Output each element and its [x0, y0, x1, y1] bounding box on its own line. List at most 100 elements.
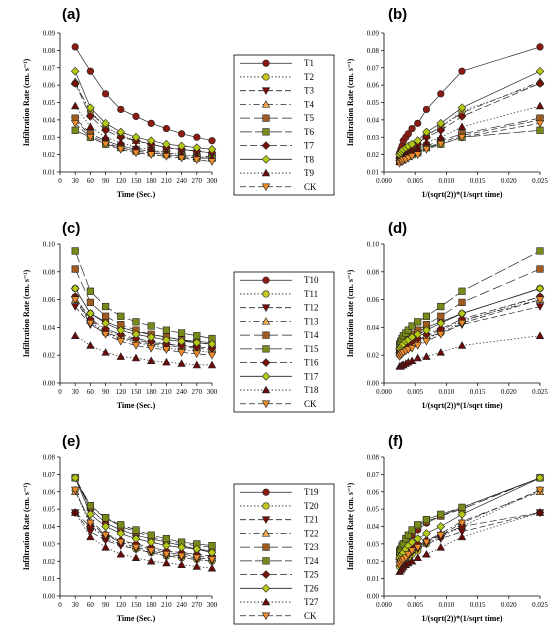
- y-tick-label: 0.06: [43, 488, 56, 496]
- legend-label: T13: [304, 316, 319, 326]
- data-point: [178, 130, 186, 138]
- x-tick-label: 0.020: [501, 177, 517, 185]
- legend: T19 T20 T21 T22 T23 T24 T25 T26 T27 CK: [233, 483, 335, 625]
- legend-label: T22: [304, 528, 319, 538]
- data-point: [535, 486, 545, 495]
- y-tick-label: 0.01: [43, 575, 56, 583]
- series-line: [74, 105, 213, 159]
- data-point: [102, 302, 110, 311]
- legend-label: T7: [304, 141, 314, 151]
- data-point: [116, 529, 126, 538]
- data-point: [536, 247, 544, 255]
- data-point: [102, 312, 110, 320]
- data-point: [422, 538, 431, 547]
- panel-letter: (c): [62, 220, 80, 237]
- x-tick-label: 0: [58, 388, 62, 396]
- legend-marker: [262, 557, 270, 565]
- data-point: [70, 120, 80, 128]
- data-point: [177, 543, 186, 552]
- y-tick-label: 0.08: [367, 454, 380, 462]
- legend-marker: [261, 183, 271, 192]
- data-point: [70, 79, 80, 88]
- x-tick-label: 90: [102, 388, 110, 396]
- data-point: [146, 547, 156, 556]
- data-point: [146, 537, 156, 547]
- data-point: [192, 544, 202, 554]
- series-line: [74, 71, 213, 150]
- legend-marker: [261, 385, 271, 394]
- data-point: [131, 534, 141, 543]
- data-point: [413, 136, 423, 146]
- legend-marker: [262, 276, 270, 284]
- data-point: [193, 133, 201, 141]
- data-point: [101, 348, 110, 356]
- data-point: [147, 119, 155, 127]
- legend-marker: [261, 304, 271, 313]
- y-tick-label: 0.06: [367, 296, 380, 304]
- data-point: [117, 105, 125, 114]
- data-point: [413, 353, 422, 362]
- series-line: [74, 117, 212, 157]
- x-tick-label: 60: [87, 388, 95, 396]
- legend-label: CK: [304, 182, 317, 192]
- legend-label: T14: [304, 330, 319, 340]
- x-tick-label: 180: [146, 601, 157, 609]
- y-tick-label: 0.07: [367, 471, 380, 479]
- data-point: [192, 360, 202, 369]
- data-point: [437, 302, 445, 311]
- legend-marker: [261, 141, 271, 150]
- data-point: [407, 356, 417, 365]
- data-point: [117, 521, 125, 529]
- data-point: [457, 133, 467, 142]
- x-tick-label: 210: [161, 601, 172, 609]
- data-point: [422, 312, 431, 320]
- y-tick-label: 0.03: [43, 134, 56, 142]
- x-tick-label: 240: [176, 601, 187, 609]
- y-tick-label: 0.02: [367, 352, 380, 360]
- data-point: [536, 126, 544, 134]
- data-point: [146, 332, 156, 342]
- data-point: [457, 341, 467, 349]
- x-tick-label: 0.010: [439, 388, 455, 396]
- y-axis-title: Infiltration Rate (cm. s⁻¹): [346, 269, 355, 357]
- y-tick-label: 0.00: [367, 380, 380, 388]
- x-tick-label: 0.015: [470, 388, 486, 396]
- x-tick-label: 0.015: [470, 601, 486, 609]
- x-tick-label: 150: [131, 388, 142, 396]
- data-point: [535, 508, 545, 516]
- y-axis-title: Infiltration Rate (cm. s⁻¹): [22, 269, 31, 357]
- legend-label: T27: [304, 597, 319, 607]
- y-tick-label: 0.05: [43, 99, 56, 107]
- y-tick-label: 0.03: [367, 540, 380, 548]
- data-point: [162, 357, 171, 366]
- data-point: [208, 542, 216, 550]
- data-point: [162, 139, 171, 149]
- x-tick-label: 0.000: [376, 388, 392, 396]
- data-point: [70, 296, 80, 304]
- data-point: [131, 353, 141, 362]
- x-tick-label: 240: [176, 388, 187, 396]
- x-axis-title: Time (Sec.): [117, 401, 156, 410]
- x-tick-label: 90: [102, 601, 110, 609]
- data-point: [458, 298, 466, 306]
- data-point: [192, 338, 202, 348]
- data-point: [458, 503, 466, 511]
- x-tick-label: 30: [72, 601, 80, 609]
- data-point: [147, 531, 155, 539]
- x-tick-label: 0.000: [376, 177, 392, 185]
- data-point: [116, 338, 126, 346]
- series-line: [74, 83, 213, 154]
- data-point: [162, 535, 171, 543]
- data-point: [436, 522, 446, 531]
- data-point: [132, 112, 140, 120]
- y-tick-label: 0.09: [43, 30, 56, 38]
- legend-label: T9: [304, 168, 314, 178]
- data-point: [177, 154, 186, 163]
- data-point: [70, 66, 80, 76]
- data-point: [101, 522, 110, 531]
- chart-panel: 0.01 0.02 0.03 0.04 0.05 0.06 0.07 0.08 0.09 0.00…: [346, 6, 548, 199]
- data-point: [436, 140, 445, 149]
- y-tick-label: 0.07: [367, 64, 380, 72]
- x-tick-label: 240: [176, 177, 187, 185]
